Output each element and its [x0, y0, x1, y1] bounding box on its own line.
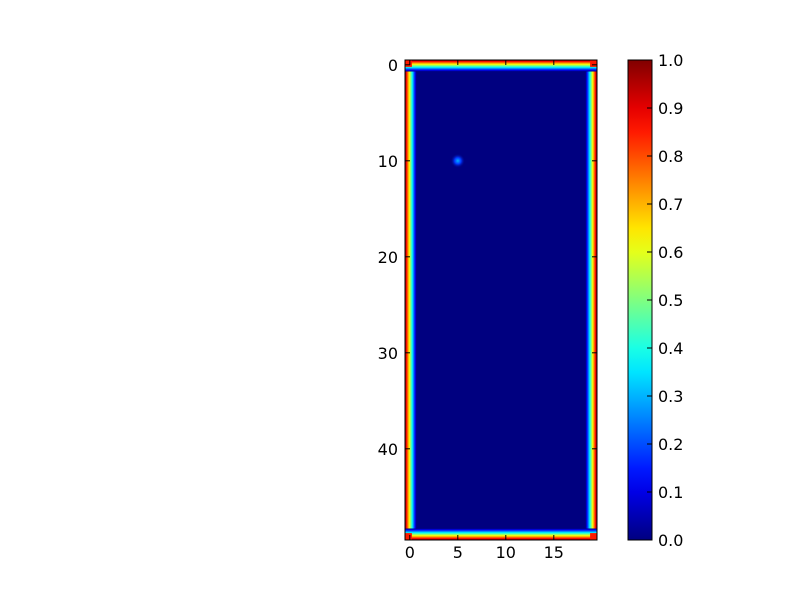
y-tick-label: 0 — [388, 56, 398, 75]
heatmap-spot — [450, 153, 465, 168]
heatmap-border-left — [405, 60, 417, 540]
x-tick-label: 0 — [405, 543, 415, 562]
colorbar-tick-label: 0.9 — [658, 99, 683, 118]
colorbar-tick-label: 0.3 — [658, 387, 683, 406]
heatmap-image — [405, 60, 597, 540]
colorbar-tick-label: 0.5 — [658, 291, 683, 310]
heatmap-interior — [416, 71, 586, 529]
y-tick-label: 40 — [378, 440, 398, 459]
heatmap-border-right — [585, 60, 597, 540]
heatmap-corner-1 — [590, 60, 597, 67]
colorbar-tick-label: 0.7 — [658, 195, 683, 214]
x-tick-label: 15 — [544, 543, 564, 562]
colorbar-tick-label: 0.2 — [658, 435, 683, 454]
x-tick-label: 5 — [453, 543, 463, 562]
plot-frame — [404, 59, 598, 541]
heatmap-border-top — [405, 60, 597, 72]
y-tick-label: 30 — [378, 344, 398, 363]
y-tick-label: 20 — [378, 248, 398, 267]
colorbar-tick-label: 1.0 — [658, 51, 683, 70]
heatmap-corner-0 — [405, 60, 412, 67]
colorbar-tick-label: 0.4 — [658, 339, 683, 358]
heatmap-corner-2 — [405, 533, 412, 540]
heatmap-corner-3 — [590, 533, 597, 540]
x-tick-label: 10 — [496, 543, 516, 562]
colorbar-tick-label: 0.0 — [658, 531, 683, 550]
y-tick-label: 10 — [378, 152, 398, 171]
heatmap-border-bottom — [405, 528, 597, 540]
colorbar-tick-label: 0.1 — [658, 483, 683, 502]
colorbar-tick-label: 0.8 — [658, 147, 683, 166]
colorbar-tick-label: 0.6 — [658, 243, 683, 262]
